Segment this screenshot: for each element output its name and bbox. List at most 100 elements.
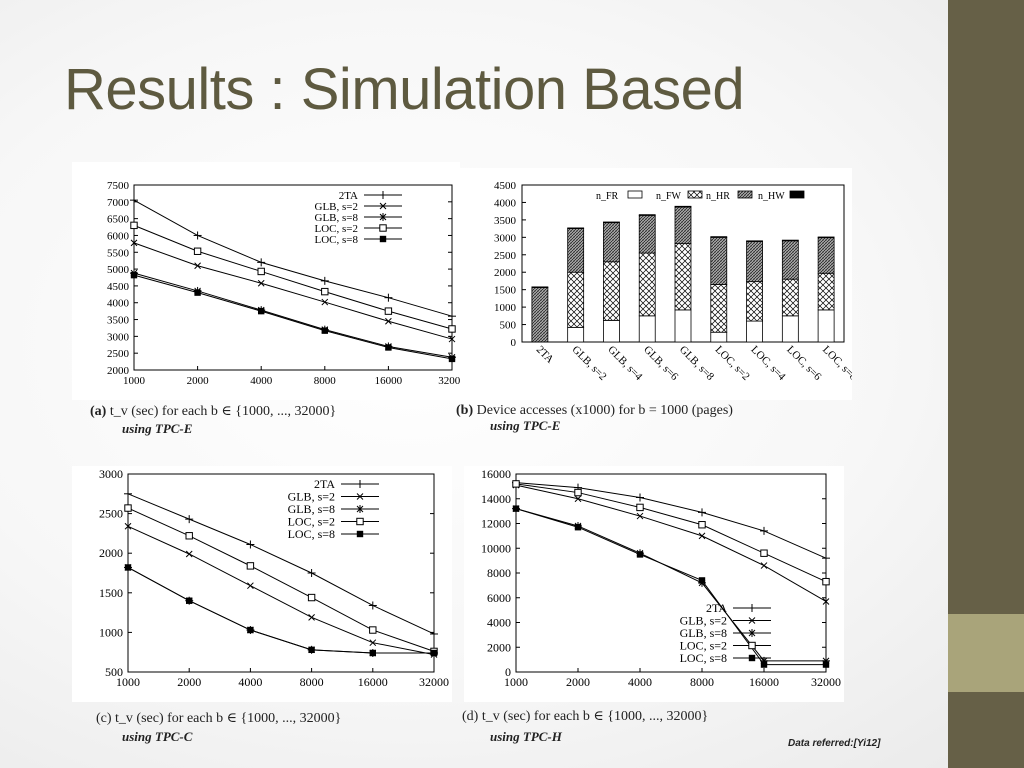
data-point-a-4-box bbox=[448, 355, 456, 363]
bar-segment-1 bbox=[674, 243, 692, 311]
data-point-d-3 bbox=[698, 521, 706, 529]
y-tick-label-c: 2500 bbox=[99, 507, 123, 521]
data-point-c-0 bbox=[124, 489, 132, 498]
data-point-d-3 bbox=[822, 577, 830, 586]
bar-segment-3 bbox=[603, 221, 620, 224]
data-credit: Data referred:[Yi12] bbox=[788, 738, 881, 749]
data-point-a-1 bbox=[130, 239, 138, 247]
chart-panel-b: 0 500 1000 1500 2000 2500 3000 3500 4000 4500 2TA G… bbox=[460, 168, 860, 400]
legend-marker-a bbox=[379, 235, 387, 243]
legend-marker-c-d2 bbox=[356, 493, 364, 500]
data-point-c-1-d2 bbox=[247, 582, 254, 590]
bar-segment-3 bbox=[710, 236, 728, 238]
dataset-c: using TPC-C bbox=[122, 729, 193, 744]
y-tick-label-a: 5500 bbox=[107, 247, 130, 259]
data-point-a-4 bbox=[130, 271, 138, 279]
data-point-a-4-box bbox=[194, 289, 201, 296]
series-line-d-1 bbox=[515, 484, 827, 602]
dataset-d: using TPC-H bbox=[490, 729, 562, 744]
legend-label-b: n_FR bbox=[596, 191, 619, 202]
legend-marker-d bbox=[748, 654, 756, 662]
legend-marker-c bbox=[356, 480, 364, 488]
legend-label-a: GLB, s=8 bbox=[315, 212, 359, 224]
data-point-a-3 bbox=[130, 221, 138, 230]
y-tick-label-b: 3500 bbox=[494, 215, 517, 227]
dataset-a: using TPC-E bbox=[122, 421, 193, 436]
caption-a-label: (a) bbox=[90, 404, 107, 419]
plot-frame-d bbox=[515, 473, 827, 673]
caption-c-label: (c) bbox=[96, 711, 112, 726]
y-tick-label-b: 4500 bbox=[494, 180, 517, 192]
x-tick-label-d: 4000 bbox=[628, 675, 652, 689]
legend-marker-c bbox=[356, 493, 364, 500]
data-point-a-4-box bbox=[130, 271, 138, 279]
legend-marker-d-box bbox=[748, 654, 756, 662]
data-point-c-4 bbox=[308, 646, 315, 654]
data-point-a-0 bbox=[130, 196, 138, 205]
sidebar-accent-block bbox=[948, 614, 1024, 692]
y-tick-label-b: 500 bbox=[500, 320, 517, 332]
caption-b-label: (b) bbox=[456, 403, 474, 418]
data-point-c-4-box bbox=[369, 649, 376, 657]
series-line-a-3 bbox=[133, 224, 453, 330]
x-category-label: GLB, s=8 bbox=[677, 344, 717, 384]
data-point-c-1-d2 bbox=[369, 639, 377, 647]
data-point-a-0 bbox=[448, 312, 456, 321]
data-point-c-3-box bbox=[246, 562, 255, 570]
y-tick-label-a: 6500 bbox=[107, 214, 130, 226]
bar-segment-1 bbox=[710, 284, 728, 333]
legend-marker-c bbox=[356, 517, 364, 526]
data-point-d-0 bbox=[698, 508, 706, 517]
x-category-label: LOC, s=6 bbox=[784, 344, 824, 384]
data-point-a-0 bbox=[193, 231, 202, 240]
data-point-a-4 bbox=[194, 289, 201, 296]
data-point-c-4-box bbox=[124, 564, 132, 571]
x-tick-label-d: 8000 bbox=[690, 675, 714, 689]
bar-segment-1 bbox=[567, 271, 585, 328]
bar-segment-3 bbox=[531, 286, 549, 288]
data-point-a-1 bbox=[448, 335, 456, 343]
data-point-c-4-box bbox=[186, 597, 193, 604]
data-point-d-3 bbox=[574, 488, 582, 497]
data-point-a-3-box bbox=[130, 221, 138, 230]
data-point-a-1-d2 bbox=[385, 317, 392, 325]
legend-marker-a bbox=[379, 224, 387, 232]
bar-segment-1 bbox=[603, 261, 620, 321]
data-point-c-4-box bbox=[308, 646, 315, 654]
legend-label-a: 2TA bbox=[339, 190, 358, 202]
data-point-a-1-d2 bbox=[194, 262, 201, 270]
chart-a: 2000 2500 3000 3500 4000 4500 5000 5500 6000 6500… bbox=[107, 180, 466, 387]
y-tick-label-d: 0 bbox=[505, 665, 511, 679]
data-point-d-4-box bbox=[698, 577, 706, 584]
data-point-c-3 bbox=[307, 593, 316, 602]
data-point-c-3 bbox=[246, 562, 255, 570]
y-tick-label-c: 1000 bbox=[99, 625, 123, 639]
data-point-d-3 bbox=[636, 503, 644, 512]
series-line-d-3 bbox=[515, 483, 827, 583]
data-point-d-1-d2 bbox=[698, 532, 706, 540]
y-tick-label-a: 3000 bbox=[107, 331, 130, 343]
y-tick-label-d: 6000 bbox=[487, 591, 511, 605]
x-tick-label-c: 16000 bbox=[358, 675, 388, 689]
caption-c: (c) t_v (sec) for each b ∈ {1000, ..., 3… bbox=[96, 710, 341, 727]
bar-segment-1 bbox=[781, 278, 799, 317]
legend-swatch-b bbox=[789, 190, 805, 199]
y-tick-label-c: 500 bbox=[105, 665, 123, 679]
data-point-a-1 bbox=[194, 262, 201, 270]
x-tick-label-a: 1000 bbox=[123, 375, 146, 387]
legend-swatch-b bbox=[627, 190, 643, 199]
data-point-c-4-box bbox=[247, 626, 254, 634]
data-point-d-4-box bbox=[760, 661, 768, 668]
data-point-a-1 bbox=[321, 298, 329, 306]
legend-marker-a-d2 bbox=[379, 213, 387, 221]
series-line-c-3 bbox=[127, 507, 435, 652]
legend-label-d: LOC, s=8 bbox=[680, 651, 727, 665]
data-point-c-3 bbox=[369, 626, 377, 634]
legend-label-d: LOC, s=2 bbox=[680, 639, 727, 653]
legend-marker-d-box bbox=[748, 641, 756, 650]
legend-marker-a bbox=[379, 213, 387, 221]
data-point-a-1 bbox=[257, 279, 265, 287]
bar-segment-2 bbox=[781, 240, 799, 280]
y-tick-label-b: 2500 bbox=[494, 250, 517, 262]
